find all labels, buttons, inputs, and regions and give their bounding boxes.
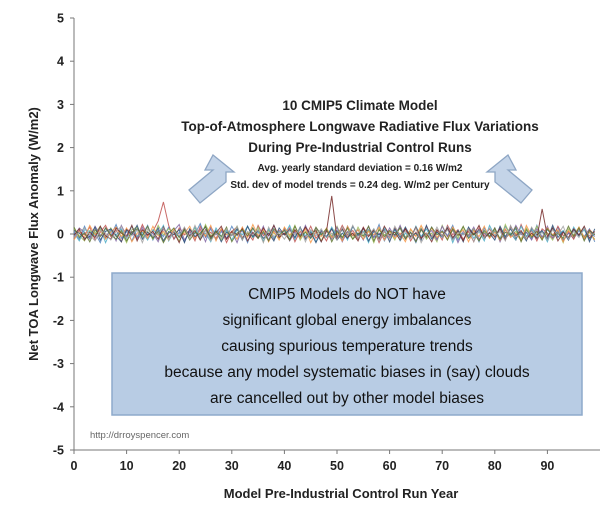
right-arrow-shape [485,153,533,204]
watermark-url: http://drroyspencer.com [90,430,189,441]
x-tick-label: 90 [540,459,554,473]
y-tick-label: 3 [57,98,64,112]
y-tick-label: 1 [57,184,64,198]
title-line-2: Top-of-Atmosphere Longwave Radiative Flu… [181,119,539,134]
y-tick-label: -4 [53,400,64,414]
x-axis-ticks: 0 10 20 30 40 50 60 70 80 90 [71,450,554,473]
y-tick-label: -1 [53,271,64,285]
y-axis-ticks: -5 -4 -3 -2 -1 0 1 2 3 4 5 [53,12,74,458]
subtitle-line-2: Std. dev of model trends = 0.24 deg. W/m… [230,180,490,191]
x-axis-label: Model Pre-Industrial Control Run Year [224,486,459,501]
x-tick-label: 20 [172,459,186,473]
series-lines [73,195,596,245]
x-tick-label: 80 [488,459,502,473]
callout-line-4: because any model systematic biases in (… [164,364,530,381]
y-tick-label: 4 [57,55,64,69]
x-tick-label: 40 [277,459,291,473]
x-tick-label: 60 [383,459,397,473]
title-line-1: 10 CMIP5 Climate Model [282,98,437,113]
x-tick-label: 50 [330,459,344,473]
callout-text: CMIP5 Models do NOT have significant glo… [164,286,530,407]
series-line-10 [73,223,595,245]
y-axis-label: Net TOA Longwave Flux Anomaly (W/m2) [26,107,41,361]
y-tick-label: 2 [57,141,64,155]
y-tick-label: 5 [57,12,64,26]
callout-line-2: significant global energy imbalances [222,312,471,329]
y-tick-label: -5 [53,444,64,458]
x-tick-label: 30 [225,459,239,473]
callout-line-5: are cancelled out by other model biases [210,390,484,407]
y-tick-label: 0 [57,228,64,242]
callout-box [111,272,583,416]
y-tick-label: -2 [53,314,64,328]
x-tick-label: 70 [435,459,449,473]
left-arrow-shape [188,153,236,204]
x-tick-label: 0 [71,459,78,473]
x-tick-label: 10 [120,459,134,473]
subtitle-line-1: Avg. yearly standard deviation = 0.16 W/… [258,163,463,174]
callout-line-3: causing spurious temperature trends [221,338,473,355]
title-line-3: During Pre-Industrial Control Runs [248,140,472,155]
chart-title: 10 CMIP5 Climate Model Top-of-Atmosphere… [181,98,539,155]
callout-line-1: CMIP5 Models do NOT have [248,286,446,303]
y-tick-label: -3 [53,357,64,371]
chart-subtitle: Avg. yearly standard deviation = 0.16 W/… [230,163,490,191]
